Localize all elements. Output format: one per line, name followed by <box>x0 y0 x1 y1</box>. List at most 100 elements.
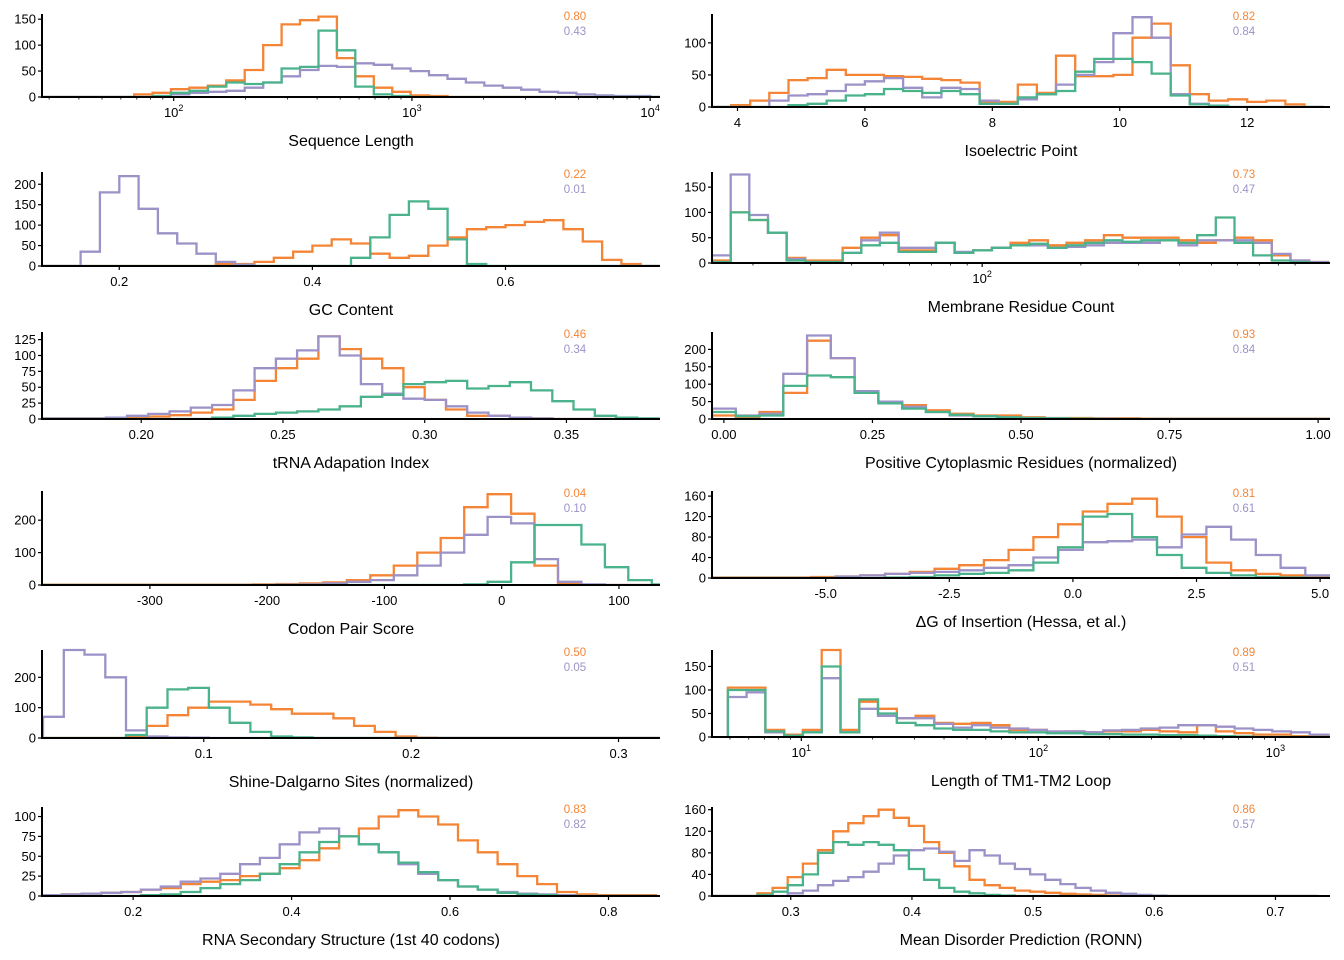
y-tick-label-delta-g-insertion: 160 <box>684 489 706 504</box>
x-tick-label-positive-cytoplasmic-residues: 0.50 <box>1008 427 1033 442</box>
y-tick-label-tm1-tm2-loop-length: 50 <box>692 706 706 721</box>
series-green-codon-pair-score <box>42 523 660 586</box>
series-purple-tm1-tm2-loop-length <box>726 677 1330 738</box>
x-tick-label-mean-disorder-prediction: 0.5 <box>1024 904 1042 919</box>
correlation-orange-isoelectric-point: 0.82 <box>1233 11 1255 23</box>
correlation-orange-mean-disorder-prediction: 0.86 <box>1233 804 1255 816</box>
x-tick-label-tm1-tm2-loop-length: 103 <box>1266 743 1285 760</box>
x-tick-label-codon-pair-score: -300 <box>137 593 163 608</box>
x-tick-label-mean-disorder-prediction: 0.7 <box>1266 904 1284 919</box>
x-tick-label-rna-secondary-structure: 0.6 <box>441 904 459 919</box>
y-tick-label-codon-pair-score: 0 <box>29 578 36 593</box>
y-tick-label-tm1-tm2-loop-length: 0 <box>699 730 706 745</box>
x-tick-label-isoelectric-point: 10 <box>1113 115 1127 130</box>
x-tick-label-gc-content: 0.6 <box>496 274 514 289</box>
x-axis-label-rna-secondary-structure: RNA Secondary Structure (1st 40 codons) <box>202 932 500 949</box>
x-tick-label-trna-adaptation-index: 0.25 <box>270 427 295 442</box>
y-tick-label-positive-cytoplasmic-residues: 150 <box>684 359 706 374</box>
y-tick-label-membrane-residue-count: 0 <box>699 256 706 271</box>
x-tick-label-isoelectric-point: 8 <box>989 115 996 130</box>
x-tick-label-codon-pair-score: -200 <box>254 593 280 608</box>
y-tick-label-mean-disorder-prediction: 80 <box>692 845 706 860</box>
correlation-orange-rna-secondary-structure: 0.83 <box>564 804 586 816</box>
correlation-purple-sequence-length: 0.43 <box>564 26 586 38</box>
y-tick-label-gc-content: 150 <box>14 197 36 212</box>
x-axis-label-tm1-tm2-loop-length: Length of TM1-TM2 Loop <box>931 773 1111 790</box>
y-tick-label-tm1-tm2-loop-length: 150 <box>684 659 706 674</box>
correlation-purple-shine-dalgarno-sites: 0.05 <box>564 662 586 674</box>
x-tick-label-sequence-length: 103 <box>402 103 421 120</box>
y-tick-label-membrane-residue-count: 100 <box>684 205 706 220</box>
panel-positive-cytoplasmic-residues: 0 50 100 150 200 0.00 0.25 0.50 0.75 1.00 Positive… <box>684 329 1330 472</box>
y-tick-label-codon-pair-score: 200 <box>14 513 36 528</box>
correlation-orange-sequence-length: 0.80 <box>564 11 586 23</box>
y-tick-label-gc-content: 100 <box>14 218 36 233</box>
y-tick-label-trna-adaptation-index: 100 <box>14 348 36 363</box>
y-tick-label-mean-disorder-prediction: 40 <box>692 867 706 882</box>
x-tick-label-isoelectric-point: 12 <box>1240 115 1254 130</box>
x-tick-label-mean-disorder-prediction: 0.6 <box>1145 904 1163 919</box>
x-tick-label-trna-adaptation-index: 0.30 <box>412 427 437 442</box>
x-tick-label-rna-secondary-structure: 0.4 <box>283 904 301 919</box>
y-tick-label-rna-secondary-structure: 0 <box>29 889 36 904</box>
x-tick-label-mean-disorder-prediction: 0.3 <box>782 904 800 919</box>
series-green-isoelectric-point <box>712 57 1324 108</box>
x-tick-label-shine-dalgarno-sites: 0.1 <box>195 746 213 761</box>
y-tick-label-rna-secondary-structure: 100 <box>14 809 36 824</box>
x-tick-label-delta-g-insertion: -2.5 <box>938 586 960 601</box>
y-tick-label-trna-adaptation-index: 125 <box>14 332 36 347</box>
series-green-rna-secondary-structure <box>42 835 656 897</box>
correlation-purple-trna-adaptation-index: 0.34 <box>564 344 587 356</box>
panel-codon-pair-score: 0 100 200 -300 -200 -100 0 100 Codon Pair Score 0… <box>14 488 660 638</box>
series-purple-sequence-length <box>42 62 660 98</box>
x-tick-label-positive-cytoplasmic-residues: 0.75 <box>1157 427 1182 442</box>
y-tick-label-sequence-length: 100 <box>14 38 36 53</box>
series-green-delta-g-insertion <box>712 512 1330 579</box>
correlation-purple-isoelectric-point: 0.84 <box>1233 26 1256 38</box>
x-tick-label-membrane-residue-count: 102 <box>972 269 991 286</box>
x-axis-label-delta-g-insertion: ΔG of Insertion (Hessa, et al.) <box>916 614 1127 631</box>
x-tick-label-delta-g-insertion: -5.0 <box>815 586 837 601</box>
y-tick-label-shine-dalgarno-sites: 0 <box>29 731 36 746</box>
series-purple-codon-pair-score <box>42 515 660 586</box>
series-purple-trna-adaptation-index <box>42 335 659 420</box>
x-tick-label-tm1-tm2-loop-length: 102 <box>1029 743 1048 760</box>
x-tick-label-shine-dalgarno-sites: 0.3 <box>609 746 627 761</box>
y-tick-label-rna-secondary-structure: 50 <box>22 849 36 864</box>
correlation-purple-codon-pair-score: 0.10 <box>564 503 586 515</box>
correlation-orange-trna-adaptation-index: 0.46 <box>564 329 586 341</box>
series-orange-shine-dalgarno-sites <box>43 700 660 739</box>
panel-shine-dalgarno-sites: 0 100 200 0.1 0.2 0.3 Shine-Dalgarno Sites (no… <box>14 647 660 791</box>
x-tick-label-delta-g-insertion: 0.0 <box>1064 586 1082 601</box>
correlation-purple-mean-disorder-prediction: 0.57 <box>1233 819 1255 831</box>
x-axis-label-codon-pair-score: Codon Pair Score <box>288 621 414 638</box>
x-axis-label-shine-dalgarno-sites: Shine-Dalgarno Sites (normalized) <box>229 774 474 791</box>
panel-isoelectric-point: 0 50 100 4 6 8 10 12 Isoelectric Point 0.82 0.84 <box>684 11 1330 160</box>
y-tick-label-shine-dalgarno-sites: 200 <box>14 670 36 685</box>
correlation-orange-gc-content: 0.22 <box>564 169 586 181</box>
y-tick-label-positive-cytoplasmic-residues: 50 <box>692 394 706 409</box>
panel-tm1-tm2-loop-length: 0 50 100 150 101 102 103 Length of TM1-TM2 Loop… <box>684 647 1330 790</box>
y-tick-label-gc-content: 200 <box>14 177 36 192</box>
x-tick-label-mean-disorder-prediction: 0.4 <box>903 904 921 919</box>
y-tick-label-mean-disorder-prediction: 0 <box>699 889 706 904</box>
y-tick-label-trna-adaptation-index: 75 <box>22 364 36 379</box>
x-tick-label-shine-dalgarno-sites: 0.2 <box>402 746 420 761</box>
x-tick-label-gc-content: 0.4 <box>303 274 321 289</box>
correlation-purple-delta-g-insertion: 0.61 <box>1233 503 1255 515</box>
y-tick-label-delta-g-insertion: 40 <box>692 550 706 565</box>
x-tick-label-positive-cytoplasmic-residues: 1.00 <box>1305 427 1330 442</box>
x-tick-label-codon-pair-score: 0 <box>498 593 505 608</box>
y-tick-label-trna-adaptation-index: 0 <box>29 412 36 427</box>
correlation-orange-codon-pair-score: 0.04 <box>564 488 587 500</box>
y-tick-label-positive-cytoplasmic-residues: 0 <box>699 412 706 427</box>
x-tick-label-positive-cytoplasmic-residues: 0.00 <box>711 427 736 442</box>
y-tick-label-rna-secondary-structure: 25 <box>22 869 36 884</box>
x-tick-label-rna-secondary-structure: 0.2 <box>124 904 142 919</box>
series-orange-membrane-residue-count <box>712 211 1330 264</box>
y-tick-label-positive-cytoplasmic-residues: 200 <box>684 342 706 357</box>
correlation-orange-tm1-tm2-loop-length: 0.89 <box>1233 647 1255 659</box>
x-tick-label-isoelectric-point: 6 <box>861 115 868 130</box>
panel-membrane-residue-count: 0 50 100 150 102 Membrane Residue Count 0.73 0.… <box>684 169 1330 316</box>
